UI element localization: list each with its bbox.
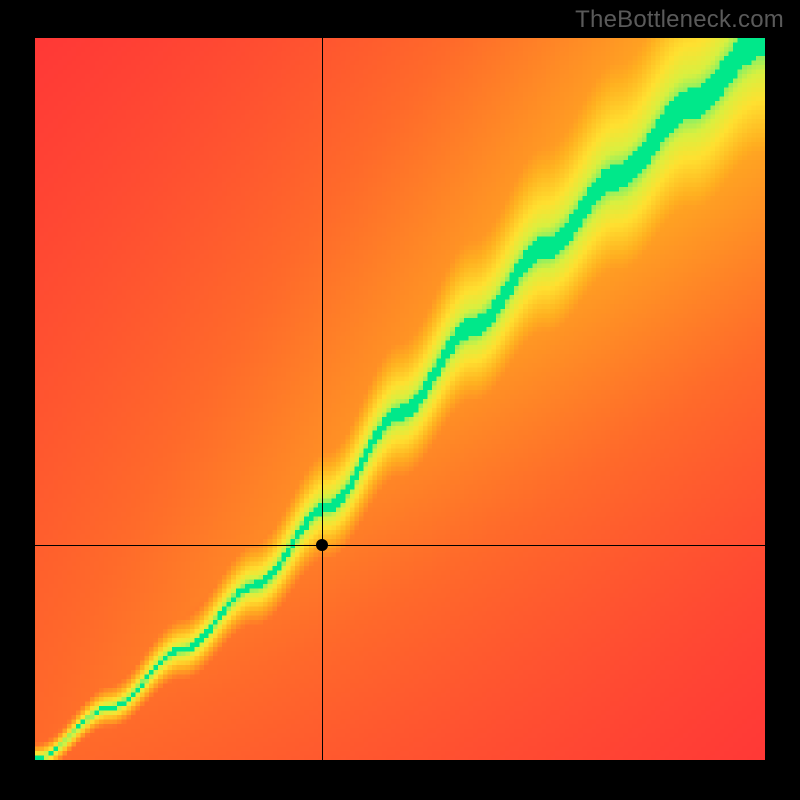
watermark-text: TheBottleneck.com (575, 6, 784, 34)
crosshair-horizontal (35, 545, 765, 546)
marker-dot (316, 539, 328, 551)
heatmap-canvas (35, 38, 765, 760)
crosshair-vertical (322, 38, 323, 760)
heatmap-plot (35, 38, 765, 760)
